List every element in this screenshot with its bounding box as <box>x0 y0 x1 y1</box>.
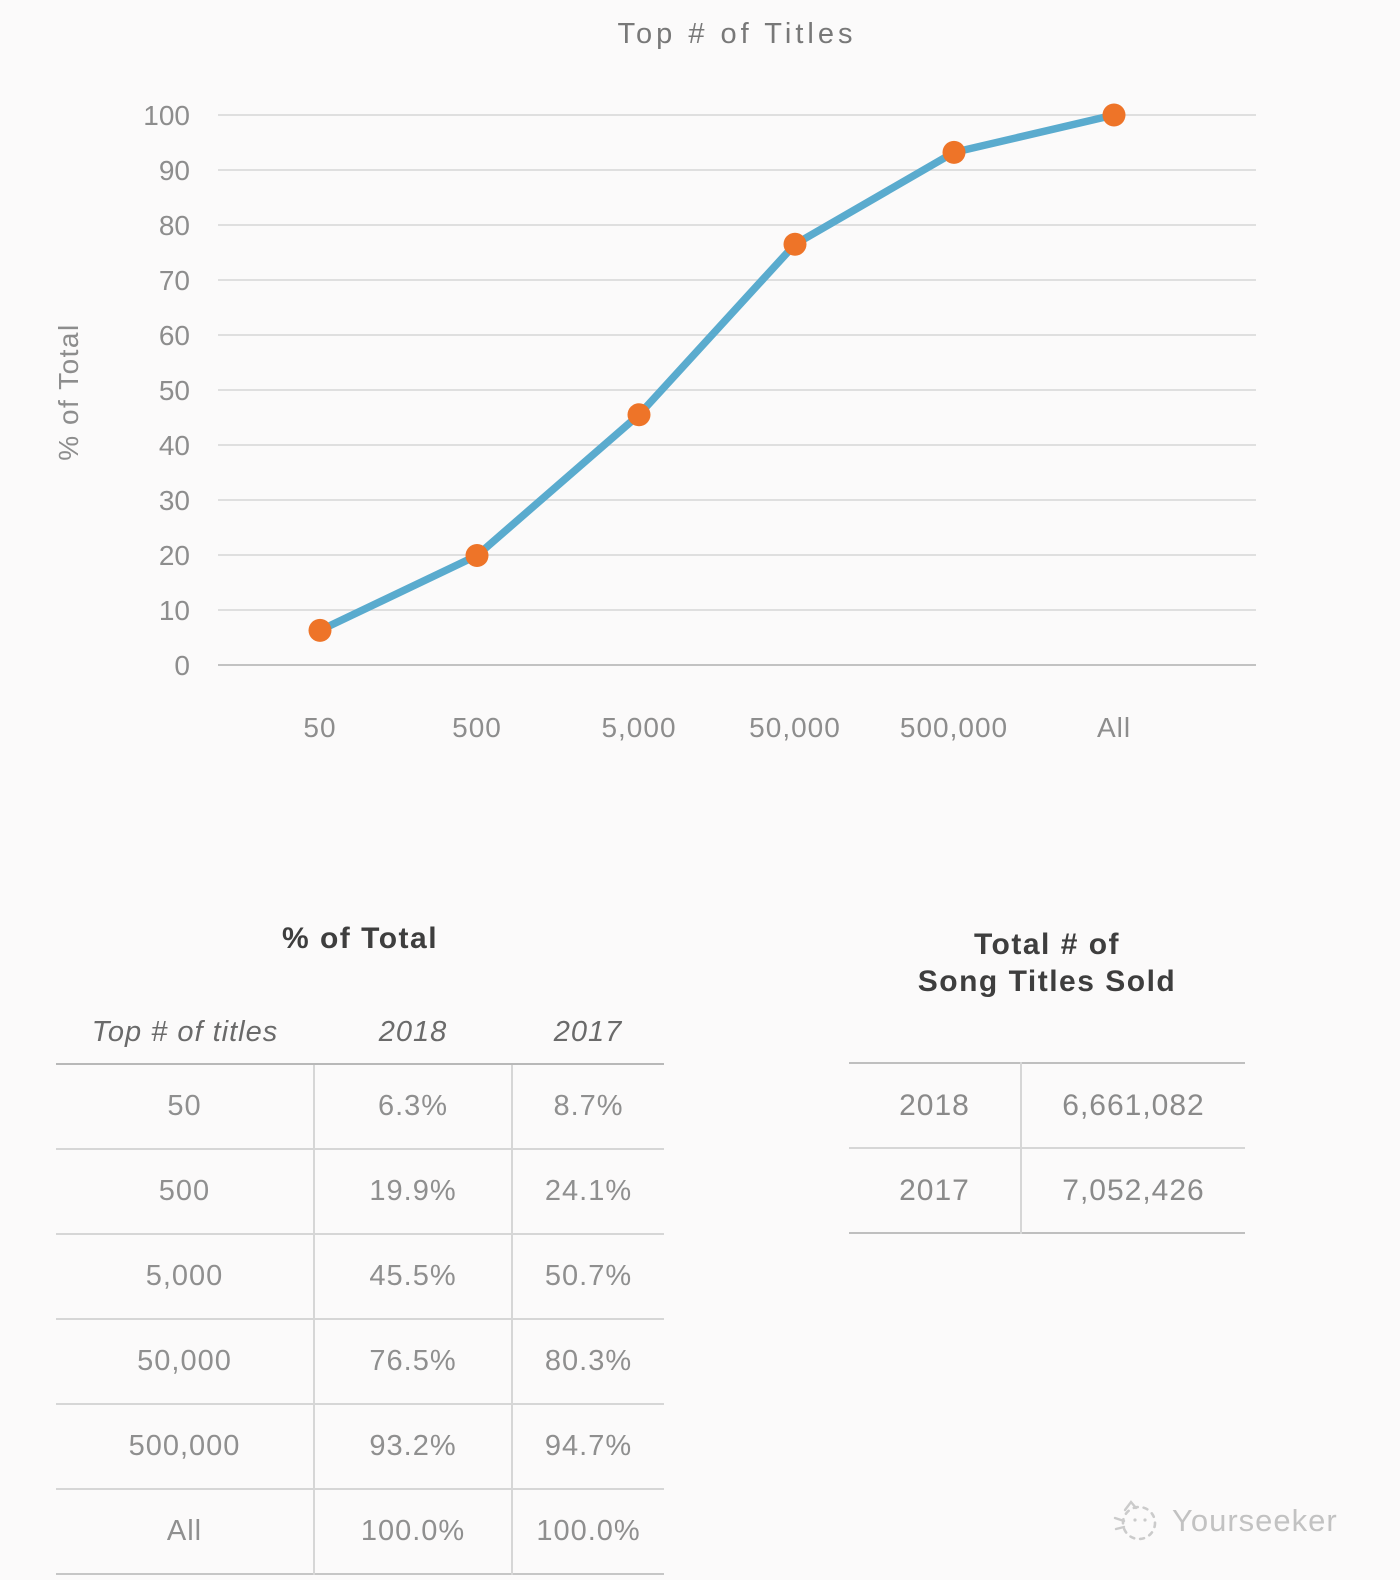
x-tick-label: 50,000 <box>749 712 841 743</box>
table-cell: 94.7% <box>512 1403 664 1489</box>
x-tick-label: 5,000 <box>601 712 676 743</box>
table-cell: 5,000 <box>56 1233 314 1319</box>
x-tick-label: All <box>1097 712 1131 743</box>
table-row: 50 6.3% 8.7% <box>56 1064 664 1149</box>
y-axis-label: % of Total <box>53 323 84 460</box>
brand-name: Yourseeker <box>1172 1503 1338 1538</box>
x-tick-label: 500,000 <box>900 712 1008 743</box>
y-tick-label: 80 <box>159 210 190 241</box>
y-tick-label: 0 <box>174 650 190 681</box>
table-cell: 500 <box>56 1148 314 1234</box>
table-cell: 24.1% <box>512 1148 664 1234</box>
table-row: 50,000 76.5% 80.3% <box>56 1318 664 1404</box>
y-tick-label: 30 <box>159 485 190 516</box>
data-point <box>465 544 489 568</box>
table-row: 500 19.9% 24.1% <box>56 1148 664 1234</box>
y-tick-label: 70 <box>159 265 190 296</box>
chart-title: Top # of Titles <box>617 18 857 50</box>
totals-table-title: Total # of Song Titles Sold <box>849 926 1245 1000</box>
data-point <box>783 232 807 256</box>
data-point <box>627 403 651 427</box>
table-cell: 80.3% <box>512 1318 664 1404</box>
totals-table: 2018 6,661,082 2017 7,052,426 <box>849 1062 1245 1234</box>
table-cell: 2018 <box>899 1088 970 1122</box>
table-row: 2018 6,661,082 <box>849 1063 1245 1148</box>
y-tick-label: 100 <box>143 100 190 131</box>
pct-header-2018: 2018 <box>314 1002 512 1065</box>
table-row: 2017 7,052,426 <box>849 1147 1245 1233</box>
brand-watermark: Yourseeker <box>1112 1494 1338 1548</box>
y-tick-label: 20 <box>159 540 190 571</box>
y-tick-label: 50 <box>159 375 190 406</box>
table-cell: 7,052,426 <box>1020 1147 1245 1233</box>
table-cell: 76.5% <box>313 1318 513 1404</box>
table-cell: All <box>56 1488 314 1574</box>
table-cell: 50 <box>167 1090 202 1122</box>
pct-of-total-table: Top # of titles 2018 2017 50 6.3% 8.7% 500 1… <box>56 1002 664 1575</box>
brand-logo-icon <box>1113 1500 1157 1541</box>
table-cell: 8.7% <box>553 1090 624 1122</box>
y-tick-label: 90 <box>159 155 190 186</box>
totals-title-line1: Total # of <box>973 928 1121 961</box>
data-point <box>308 618 332 642</box>
table-row: All 100.0% 100.0% <box>56 1488 664 1574</box>
table-cell: 100.0% <box>313 1488 513 1574</box>
table-cell: 500,000 <box>56 1403 314 1489</box>
y-tick-label: 60 <box>159 320 190 351</box>
x-tick-label: 50 <box>303 712 336 743</box>
table-cell: 100.0% <box>512 1488 664 1574</box>
table-cell: 6.3% <box>313 1064 513 1149</box>
trend-line <box>316 111 1118 635</box>
line-chart: 0 10 20 30 40 50 60 70 80 90 100 50 500 5,000 50,000 50… <box>53 100 1256 743</box>
table-cell: 50,000 <box>56 1318 314 1404</box>
data-point <box>942 140 966 164</box>
table-cell: 2017 <box>849 1147 1021 1233</box>
table-row: 500,000 93.2% 94.7% <box>56 1403 664 1489</box>
table-cell: 6,661,082 <box>1020 1063 1245 1148</box>
x-tick-label: 500 <box>452 712 502 743</box>
data-point <box>1102 103 1126 127</box>
y-tick-label: 40 <box>159 430 190 461</box>
table-cell: 19.9% <box>313 1148 513 1234</box>
pct-header-2017: 2017 <box>512 1002 664 1065</box>
table-cell: 45.5% <box>313 1233 513 1319</box>
pct-header-row: Top # of titles 2018 2017 <box>56 1002 664 1065</box>
totals-title-line2: Song Titles Sold <box>917 965 1177 998</box>
pct-header-top-titles: Top # of titles <box>56 1002 314 1065</box>
table-cell: 50.7% <box>512 1233 664 1319</box>
table-cell: 93.2% <box>313 1403 513 1489</box>
pct-table-title: % of Total <box>281 922 439 955</box>
y-tick-label: 10 <box>159 595 190 626</box>
table-row: 5,000 45.5% 50.7% <box>56 1233 664 1319</box>
